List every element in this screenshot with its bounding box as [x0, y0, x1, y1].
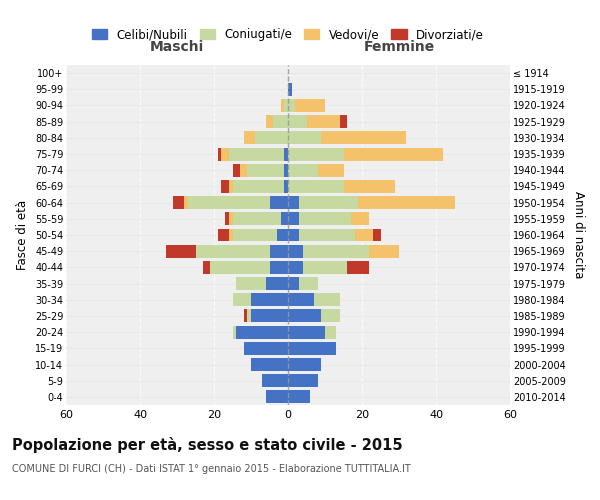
Bar — [358, 196, 455, 209]
Bar — [251, 358, 288, 371]
Legend: Celibi/Nubili, Coniugati/e, Vedovi/e, Divorziati/e: Celibi/Nubili, Coniugati/e, Vedovi/e, Di… — [87, 24, 489, 46]
Bar — [322, 310, 340, 322]
Bar — [288, 261, 303, 274]
Bar — [343, 148, 443, 160]
Bar — [244, 132, 254, 144]
Bar — [233, 294, 251, 306]
Bar — [288, 132, 322, 144]
Y-axis label: Anni di nascita: Anni di nascita — [572, 192, 585, 278]
Bar — [269, 196, 288, 209]
Bar — [229, 180, 233, 193]
Bar — [288, 244, 303, 258]
Bar — [221, 180, 229, 193]
Bar — [262, 374, 288, 387]
Bar — [266, 115, 273, 128]
Bar — [303, 244, 370, 258]
Bar — [240, 164, 247, 176]
Bar — [299, 277, 317, 290]
Bar — [288, 277, 299, 290]
Bar — [288, 310, 322, 322]
Bar — [236, 326, 288, 338]
Bar — [355, 228, 373, 241]
Bar — [254, 132, 288, 144]
Bar — [277, 228, 288, 241]
Bar — [288, 228, 299, 241]
Bar — [284, 99, 288, 112]
Bar — [303, 261, 347, 274]
Bar — [288, 83, 292, 96]
Bar — [288, 148, 343, 160]
Text: Femmine: Femmine — [364, 40, 434, 54]
Bar — [218, 228, 229, 241]
Bar — [269, 261, 288, 274]
Bar — [343, 180, 395, 193]
Bar — [225, 212, 229, 226]
Bar — [317, 164, 343, 176]
Bar — [299, 196, 358, 209]
Bar — [347, 261, 370, 274]
Bar — [232, 164, 240, 176]
Bar — [288, 358, 322, 371]
Bar — [299, 212, 351, 226]
Bar — [288, 99, 295, 112]
Bar — [247, 164, 284, 176]
Bar — [210, 261, 269, 274]
Bar — [232, 228, 277, 241]
Bar — [184, 196, 188, 209]
Bar — [244, 310, 247, 322]
Bar — [218, 148, 221, 160]
Bar — [325, 326, 336, 338]
Text: COMUNE DI FURCI (CH) - Dati ISTAT 1° gennaio 2015 - Elaborazione TUTTITALIA.IT: COMUNE DI FURCI (CH) - Dati ISTAT 1° gen… — [12, 464, 411, 474]
Bar — [288, 164, 317, 176]
Bar — [281, 99, 284, 112]
Bar — [322, 132, 406, 144]
Bar — [288, 212, 299, 226]
Bar — [288, 390, 310, 404]
Bar — [203, 261, 210, 274]
Bar — [288, 294, 314, 306]
Bar — [166, 244, 196, 258]
Bar — [269, 244, 288, 258]
Bar — [273, 115, 288, 128]
Bar — [295, 99, 325, 112]
Bar — [284, 148, 288, 160]
Bar — [266, 277, 288, 290]
Bar — [233, 326, 236, 338]
Text: Popolazione per età, sesso e stato civile - 2015: Popolazione per età, sesso e stato civil… — [12, 437, 403, 453]
Bar — [284, 164, 288, 176]
Bar — [288, 326, 325, 338]
Bar — [299, 228, 355, 241]
Bar — [370, 244, 399, 258]
Bar — [244, 342, 288, 355]
Bar — [196, 244, 269, 258]
Bar — [173, 196, 184, 209]
Bar — [229, 148, 284, 160]
Bar — [188, 196, 269, 209]
Bar — [373, 228, 380, 241]
Text: Maschi: Maschi — [150, 40, 204, 54]
Bar — [233, 180, 284, 193]
Bar — [351, 212, 370, 226]
Bar — [288, 342, 336, 355]
Bar — [229, 212, 233, 226]
Bar — [288, 115, 307, 128]
Bar — [288, 180, 343, 193]
Bar — [266, 390, 288, 404]
Bar — [340, 115, 347, 128]
Bar — [247, 310, 251, 322]
Bar — [251, 294, 288, 306]
Bar — [251, 310, 288, 322]
Bar — [281, 212, 288, 226]
Bar — [284, 180, 288, 193]
Y-axis label: Fasce di età: Fasce di età — [16, 200, 29, 270]
Bar — [288, 374, 317, 387]
Bar — [229, 228, 233, 241]
Bar — [288, 196, 299, 209]
Bar — [221, 148, 229, 160]
Bar — [236, 277, 266, 290]
Bar — [233, 212, 281, 226]
Bar — [307, 115, 340, 128]
Bar — [314, 294, 340, 306]
